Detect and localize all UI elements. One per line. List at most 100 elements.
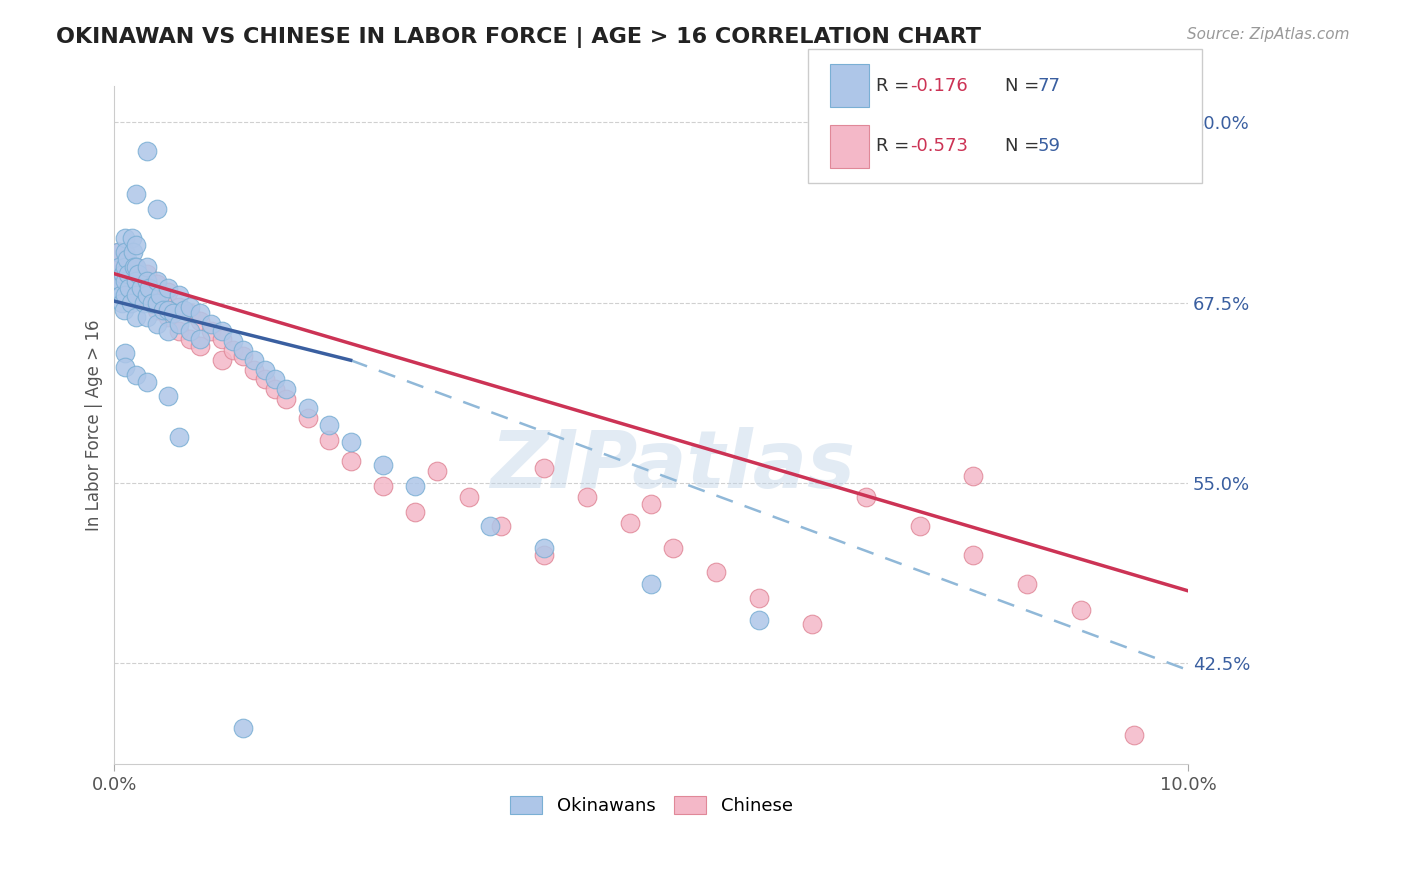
Point xyxy=(135,288,157,302)
Point xyxy=(157,281,180,295)
Point xyxy=(253,363,276,377)
Point xyxy=(962,548,984,562)
Point xyxy=(111,274,134,288)
Point xyxy=(1070,602,1092,616)
Point xyxy=(167,325,190,339)
Point xyxy=(122,260,145,274)
Text: N =: N = xyxy=(1005,137,1045,155)
Point xyxy=(112,302,135,317)
Point xyxy=(107,260,129,274)
Point xyxy=(146,277,169,291)
Point xyxy=(232,721,254,735)
Point xyxy=(107,245,129,260)
Point xyxy=(404,478,426,492)
Point xyxy=(276,392,298,406)
Point xyxy=(146,317,169,331)
Point xyxy=(243,353,266,368)
Point xyxy=(200,317,222,331)
Legend: Okinawans, Chinese: Okinawans, Chinese xyxy=(503,789,800,822)
Point xyxy=(129,281,152,295)
Point xyxy=(134,295,156,310)
Point xyxy=(114,260,136,274)
Point xyxy=(125,281,148,295)
Text: ZIPatlas: ZIPatlas xyxy=(491,426,855,505)
Point xyxy=(110,288,132,302)
Point xyxy=(188,314,211,328)
Point xyxy=(125,260,148,274)
Point xyxy=(111,295,134,310)
Point xyxy=(141,295,163,310)
Point xyxy=(232,349,254,363)
Point xyxy=(704,565,727,579)
Point xyxy=(188,332,211,346)
Y-axis label: In Labor Force | Age > 16: In Labor Force | Age > 16 xyxy=(86,319,103,531)
Point xyxy=(138,281,160,295)
Point xyxy=(200,325,222,339)
Point xyxy=(114,288,136,302)
Point xyxy=(479,519,502,533)
Point xyxy=(121,230,143,244)
Point xyxy=(114,230,136,244)
Point xyxy=(135,260,157,274)
Point xyxy=(125,260,148,274)
Point xyxy=(125,187,148,202)
Point xyxy=(125,288,148,302)
Point xyxy=(120,277,142,291)
Point xyxy=(117,267,139,281)
Point xyxy=(167,288,190,302)
Point xyxy=(371,458,394,473)
Point xyxy=(533,548,555,562)
Point xyxy=(640,497,662,511)
Point xyxy=(533,461,555,475)
Point xyxy=(211,353,233,368)
Point xyxy=(135,291,157,305)
Point xyxy=(125,274,148,288)
Text: -0.176: -0.176 xyxy=(910,77,967,95)
Point xyxy=(121,245,143,260)
Point xyxy=(425,464,447,478)
Point xyxy=(122,291,145,305)
Point xyxy=(135,375,157,389)
Point xyxy=(146,202,169,216)
Point xyxy=(127,267,149,281)
Point xyxy=(179,332,201,346)
Point xyxy=(661,541,683,555)
Point xyxy=(125,368,148,382)
Point xyxy=(457,490,479,504)
Point xyxy=(110,260,132,274)
Point xyxy=(114,346,136,360)
Point xyxy=(108,274,131,288)
Point xyxy=(125,238,148,252)
Point xyxy=(318,433,340,447)
Text: Source: ZipAtlas.com: Source: ZipAtlas.com xyxy=(1187,27,1350,42)
Point xyxy=(111,267,134,281)
Text: -0.573: -0.573 xyxy=(910,137,967,155)
Point xyxy=(148,288,170,302)
Point xyxy=(908,519,931,533)
Point xyxy=(297,401,319,415)
Point xyxy=(114,252,136,267)
Point xyxy=(167,300,190,314)
Point xyxy=(371,478,394,492)
Point xyxy=(243,363,266,377)
Point xyxy=(619,516,641,530)
Point xyxy=(135,310,157,324)
Text: R =: R = xyxy=(876,137,915,155)
Point xyxy=(157,310,180,324)
Point xyxy=(1017,576,1039,591)
Point xyxy=(339,454,361,468)
Point xyxy=(211,325,233,339)
Point xyxy=(107,245,129,260)
Point xyxy=(1123,728,1146,742)
Point xyxy=(157,325,180,339)
Point xyxy=(120,295,142,310)
Point xyxy=(114,245,136,260)
Point xyxy=(575,490,598,504)
Text: OKINAWAN VS CHINESE IN LABOR FORCE | AGE > 16 CORRELATION CHART: OKINAWAN VS CHINESE IN LABOR FORCE | AGE… xyxy=(56,27,981,48)
Point xyxy=(855,490,877,504)
Point xyxy=(188,306,211,320)
Point xyxy=(146,302,169,317)
Point xyxy=(339,435,361,450)
Point xyxy=(135,145,157,159)
Text: 77: 77 xyxy=(1038,77,1060,95)
